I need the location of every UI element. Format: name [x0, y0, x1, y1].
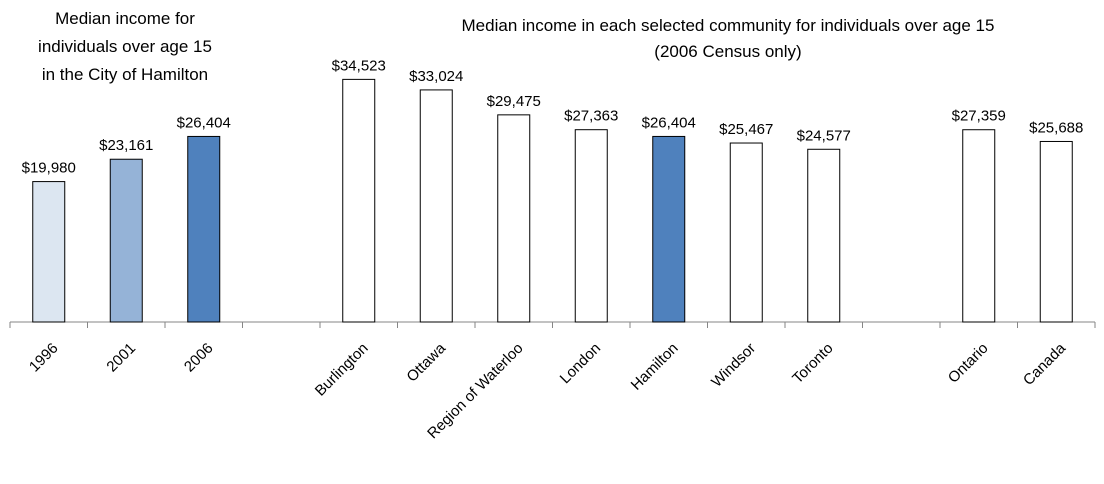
right-title-line-2: (2006 Census only) [654, 42, 801, 61]
data-label-2006: $26,404 [177, 114, 231, 131]
x-tick-label-burlington: Burlington [312, 340, 372, 400]
right-chart-title: Median income in each selected community… [462, 16, 995, 61]
x-tick-label-2001: 2001 [103, 340, 139, 376]
data-label-london: $27,363 [564, 108, 618, 125]
x-tick-label-london: London [557, 340, 604, 387]
data-label-ottawa: $33,024 [409, 68, 463, 85]
x-tick-label-2006: 2006 [181, 340, 217, 376]
left-chart-title: Median income for individuals over age 1… [38, 9, 212, 84]
data-label-ontario: $27,359 [952, 108, 1006, 125]
bar-burlington [342, 78, 376, 323]
left-title-line-2: individuals over age 15 [38, 37, 212, 56]
data-label-canada: $25,688 [1029, 119, 1083, 136]
bar-2001 [109, 158, 143, 323]
bar-london [574, 129, 608, 323]
x-tick-label-ottawa: Ottawa [403, 339, 449, 385]
x-tick-label-hamilton: Hamilton [628, 340, 682, 394]
bar-toronto [807, 148, 841, 323]
bar-1996 [32, 181, 66, 323]
data-label-burlington: $34,523 [332, 57, 386, 74]
plot-area: $19,980 1996 $23,161 2001 $26,404 2006 $34,523… [9, 57, 1096, 442]
data-label-1996: $19,980 [22, 160, 76, 177]
data-label-2001: $23,161 [99, 137, 153, 154]
x-tick-label-1996: 1996 [26, 340, 62, 376]
bar-windsor [729, 142, 763, 323]
bar-region-of-waterloo [497, 114, 531, 323]
right-title-line-1: Median income in each selected community… [462, 16, 995, 35]
data-label-toronto: $24,577 [797, 127, 851, 144]
data-label-windsor: $25,467 [719, 121, 773, 138]
bar-ontario [962, 129, 996, 323]
bar-canada [1039, 140, 1073, 323]
x-tick-label-windsor: Windsor [708, 340, 759, 391]
bar-hamilton [652, 135, 686, 323]
bar-ottawa [419, 89, 453, 323]
data-label-hamilton: $26,404 [642, 114, 696, 131]
data-label-region-of-waterloo: $29,475 [487, 93, 541, 110]
x-tick-label-ontario: Ontario [945, 340, 992, 387]
x-tick-label-canada: Canada [1020, 339, 1070, 389]
bar-2006 [187, 135, 221, 323]
left-title-line-1: Median income for [55, 9, 195, 28]
x-tick-label-toronto: Toronto [789, 340, 836, 387]
left-title-line-3: in the City of Hamilton [42, 65, 208, 84]
